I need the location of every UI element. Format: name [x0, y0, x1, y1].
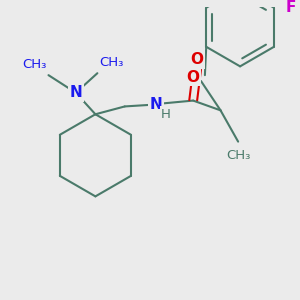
Text: O: O: [190, 52, 204, 67]
Text: H: H: [161, 108, 171, 121]
Text: F: F: [286, 0, 296, 15]
Text: CH₃: CH₃: [226, 149, 250, 163]
Text: N: N: [150, 97, 162, 112]
Text: CH₃: CH₃: [99, 56, 124, 69]
Text: CH₃: CH₃: [22, 58, 46, 71]
Text: N: N: [70, 85, 82, 100]
Text: O: O: [187, 70, 200, 85]
